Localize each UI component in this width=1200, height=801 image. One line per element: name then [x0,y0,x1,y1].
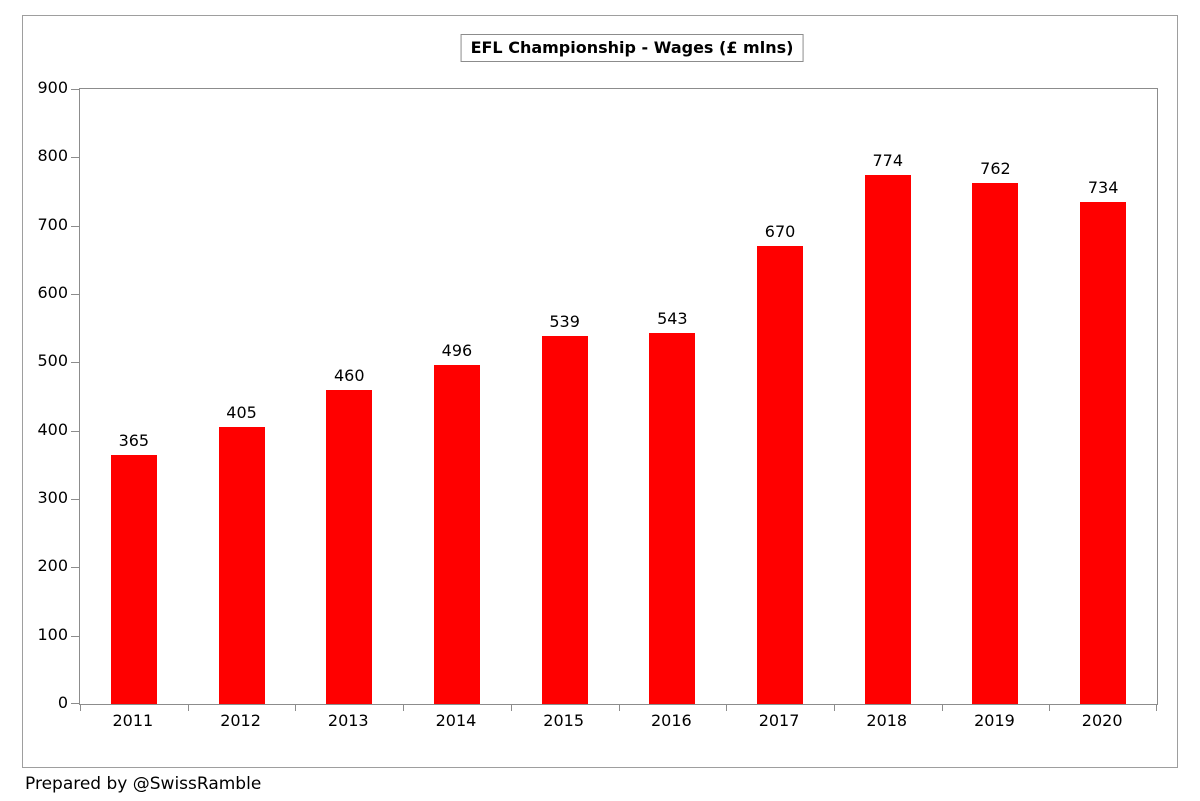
y-axis-label: 800 [37,146,68,166]
x-axis-label-2016: 2016 [650,711,692,730]
y-axis-label: 400 [37,419,68,439]
y-axis-label: 600 [37,283,68,302]
bar-2020 [1080,202,1127,704]
y-axis-label: 900 [37,78,68,97]
bar-value-label: 543 [657,308,688,328]
bar-value-label: 762 [980,159,1011,179]
bar-2017 [757,246,804,704]
bar-2011 [110,454,157,704]
bar-value-label: 365 [118,430,150,450]
x-axis-labels: 2011 2012 2013 2014 2015 2016 2017 2018 2019 2020 [79,711,1156,733]
bar-2014 [433,365,480,704]
x-axis-label-2015: 2015 [543,711,584,730]
x-axis-tick [80,704,81,711]
bar-value-label: 670 [764,222,796,242]
x-axis-tick [726,704,728,711]
y-axis-tick [71,293,79,295]
y-axis-label: 700 [37,214,68,234]
plot-area: 365 405 460 496 539 543 670 774 762 734 [71,88,1158,711]
y-axis-tick [71,430,79,432]
y-axis-tick [71,567,79,569]
y-axis-tick [71,225,79,227]
y-axis-tick [71,157,79,159]
bar-value-label: 460 [333,365,365,385]
y-axis-tick [71,498,79,500]
x-axis-tick [833,704,835,711]
credit-text: Prepared by @SwissRamble [25,774,262,794]
x-axis-label-2011: 2011 [112,711,154,730]
y-axis-tick [71,635,79,637]
x-axis-tick [1156,704,1157,711]
bar-2018 [864,175,911,704]
x-axis-label-2013: 2013 [327,711,369,730]
x-axis-label-2012: 2012 [220,711,261,730]
y-axis-tick [71,362,79,364]
y-axis-label: 200 [37,556,68,576]
x-axis-label-2019: 2019 [974,711,1015,730]
bar-value-label: 539 [549,311,580,331]
y-axis-label: 0 [57,693,68,712]
y-axis-label: 300 [37,488,68,507]
x-axis-tick [510,704,512,711]
x-axis-tick [1049,704,1051,711]
bar-2012 [218,427,265,704]
x-axis-label-2017: 2017 [758,711,800,730]
x-axis-tick [403,704,405,711]
x-axis-label-2014: 2014 [435,711,477,730]
x-axis-label-2020: 2020 [1081,711,1123,730]
bar-2013 [326,389,373,704]
bar-value-label: 496 [441,341,473,361]
y-axis-tick [71,89,79,90]
bar-2015 [541,335,588,704]
y-axis-label: 100 [37,624,68,644]
y-axis-label: 500 [37,351,68,371]
x-axis-tick [941,704,943,711]
y-axis-labels: 900 800 700 600 500 400 300 200 100 0 [23,79,68,712]
bar-2016 [649,332,696,704]
x-axis-tick [187,704,189,711]
bar-2019 [972,183,1019,704]
y-axis-tick [71,703,79,704]
x-axis-label-2018: 2018 [866,711,908,730]
bar-value-label: 774 [872,151,904,171]
x-axis-tick [295,704,297,711]
x-axis-tick [618,704,620,711]
bar-value-label: 734 [1087,178,1119,198]
chart-title: EFL Championship - Wages (£ mlns) [460,34,804,62]
chart-frame: EFL Championship - Wages (£ mlns) 900 800… [22,15,1178,768]
bar-value-label: 405 [226,403,257,423]
